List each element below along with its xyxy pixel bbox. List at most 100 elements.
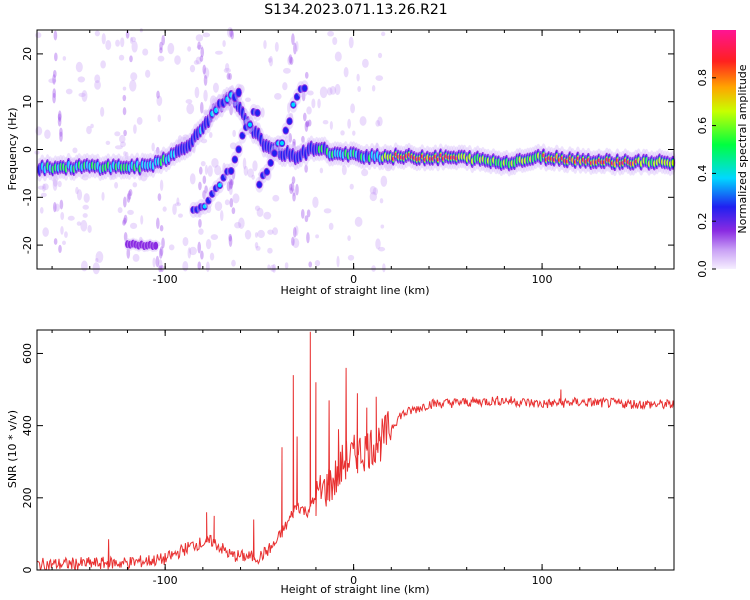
spectral-speckle — [126, 247, 131, 259]
spectral-speckle — [123, 196, 127, 208]
spectral-speckle — [305, 120, 310, 127]
spectral-speckle — [287, 102, 291, 114]
spectral-speckle — [289, 56, 294, 66]
spectral-speckle — [159, 225, 164, 232]
spectral-speckle — [203, 67, 210, 79]
spectral-speckle — [225, 62, 230, 72]
spectral-speckle — [155, 146, 160, 155]
spectral-speckle — [75, 61, 83, 73]
spectral-speckle — [151, 142, 155, 152]
spectral-speckle — [350, 103, 355, 114]
spectral-speckle — [159, 41, 163, 51]
spectral-speckle — [162, 206, 167, 212]
colorbar-label: Normalized spectral amplitude — [736, 64, 749, 233]
spectral-speckle — [48, 78, 57, 84]
spectral-speckle — [202, 190, 206, 200]
spectral-speckle — [42, 183, 46, 192]
y-tick-label: 600 — [21, 343, 34, 364]
spectral-speckle — [234, 222, 242, 229]
colorbar-tick-label: 0.6 — [696, 117, 709, 135]
spectral-speckle — [222, 40, 226, 48]
spectral-speckle — [294, 225, 299, 236]
spectral-speckle — [123, 129, 127, 137]
spectral-speckle — [229, 142, 237, 150]
spectral-speckle — [172, 203, 177, 216]
spectral-speckle — [284, 262, 289, 269]
x-tick-label: 100 — [532, 273, 553, 286]
spectral-speckle — [168, 244, 175, 251]
snr-xlabel: Height of straight line (km) — [280, 583, 429, 596]
spectral-speckle — [174, 55, 181, 65]
spectral-speckle — [204, 164, 208, 175]
spectral-speckle — [232, 193, 240, 204]
spectral-speckle — [53, 238, 58, 245]
spectral-speckle — [101, 33, 106, 45]
spectral-speckle — [127, 209, 134, 215]
spectral-speckle — [307, 90, 314, 96]
spectral-speckle — [231, 207, 236, 215]
spectral-speckle — [193, 60, 200, 65]
spectral-speckle — [189, 173, 196, 185]
spectral-speckle — [375, 75, 384, 82]
spectral-speckle — [205, 239, 212, 250]
spectral-speckle — [130, 36, 136, 43]
x-tick-label: -100 — [153, 574, 178, 587]
spectral-speckle — [129, 36, 134, 44]
spectral-speckle — [327, 30, 335, 37]
y-tick-label: 200 — [21, 487, 34, 508]
spectral-speckle — [205, 261, 210, 273]
spectral-speckle — [289, 187, 294, 195]
spectral-speckle — [361, 168, 369, 177]
spectral-speckle — [267, 57, 273, 63]
spectral-speckle — [156, 217, 160, 230]
spectral-speckle — [52, 92, 56, 104]
spectral-speckle — [81, 174, 89, 181]
colorbar-tick-label: 0.4 — [696, 165, 709, 183]
spectral-speckle — [158, 248, 163, 259]
spectral-speckle — [311, 98, 316, 109]
colorbar-ticks: 0.0 0.2 0.4 0.6 0.8 — [696, 69, 716, 278]
spectral-speckle — [229, 198, 234, 208]
spectral-speckle — [52, 202, 57, 213]
spectral-speckle — [369, 186, 377, 195]
spectral-speckle — [182, 136, 187, 143]
y-tick-label: 0 — [21, 567, 34, 574]
spectral-speckle — [226, 181, 231, 192]
spectral-speckle — [200, 161, 206, 167]
spectral-speckle — [306, 232, 310, 244]
spectral-speckle — [305, 121, 309, 128]
y-tick-label: 0 — [21, 146, 34, 153]
spectral-speckle — [263, 211, 272, 220]
spectral-speckle — [57, 116, 62, 127]
spectral-speckle — [384, 162, 393, 172]
spectral-speckle — [362, 58, 369, 68]
spectral-speckle — [189, 246, 197, 256]
spectral-speckle — [312, 196, 319, 208]
spectral-ridge — [206, 197, 211, 204]
spectral-speckle — [229, 28, 233, 38]
spectral-speckle — [292, 188, 296, 197]
spectral-speckle — [118, 54, 125, 61]
spectral-speckle — [76, 221, 82, 226]
spectral-speckle — [329, 120, 333, 130]
spectral-speckle — [301, 91, 306, 102]
spectral-speckle — [125, 30, 130, 39]
spectral-speckle — [158, 259, 163, 271]
spectral-speckle — [186, 103, 195, 115]
spectral-speckle — [200, 138, 208, 144]
spectral-speckle — [123, 232, 128, 242]
spectral-ridge — [236, 88, 242, 97]
spectral-speckle — [87, 225, 92, 233]
spectral-speckle — [272, 194, 280, 202]
spectral-speckle — [52, 179, 58, 191]
spectral-speckle — [117, 207, 123, 214]
spectral-speckle — [119, 134, 126, 144]
spectral-speckle — [357, 86, 361, 92]
spectral-speckle — [382, 263, 386, 273]
spectral-speckle — [314, 259, 321, 267]
spectral-speckle — [92, 262, 100, 275]
spectral-ridge — [542, 153, 545, 158]
spectral-speckle — [207, 165, 213, 177]
spectral-speckle — [329, 86, 337, 95]
